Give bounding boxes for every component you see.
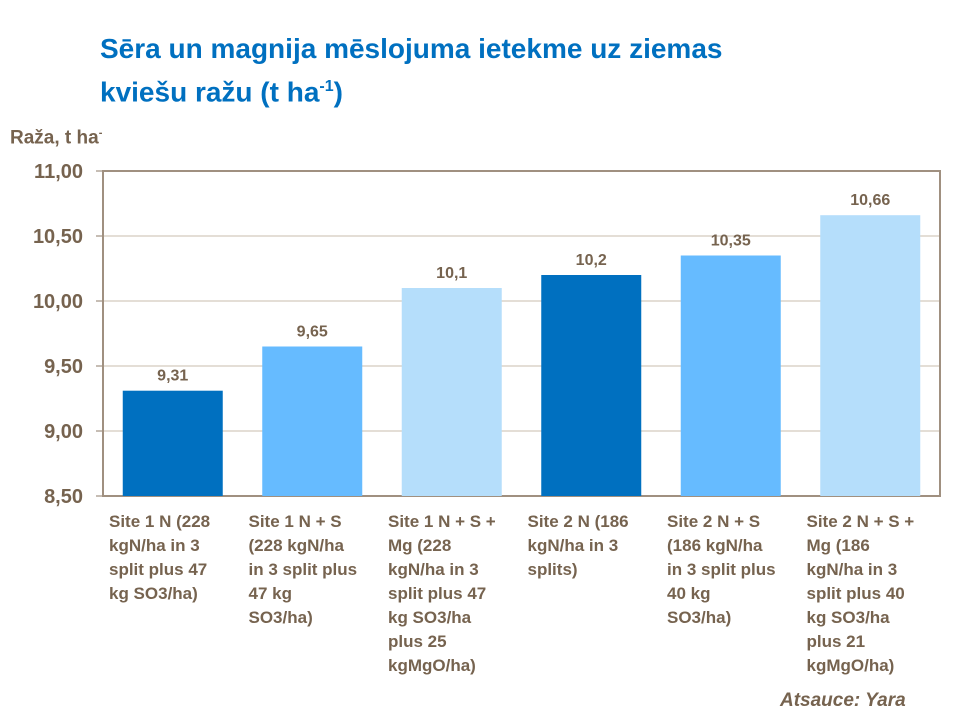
x-tick-label: SO3/ha) bbox=[249, 608, 313, 627]
source-note: Atsauce: Yara bbox=[780, 690, 906, 711]
x-tick-label: 40 kg bbox=[667, 584, 710, 603]
x-tick-label: Site 1 N + S + bbox=[388, 512, 496, 531]
chart-title: Sēra un magnija mēslojuma ietekme uz zie… bbox=[100, 30, 722, 111]
y-axis-label-text: Raža, t ha bbox=[10, 127, 99, 149]
x-tick-label: SO3/ha) bbox=[667, 608, 731, 627]
x-tick-label: kg SO3/ha) bbox=[109, 584, 198, 603]
title-text: kviešu ražu (t ha bbox=[100, 76, 320, 108]
x-tick-label: Site 2 N + S + bbox=[807, 512, 915, 531]
x-tick-label: Site 1 N (228 bbox=[109, 512, 210, 531]
x-tick-label: Site 2 N (186 bbox=[528, 512, 629, 531]
data-label: 10,66 bbox=[850, 192, 890, 209]
x-tick-label: kg SO3/ha bbox=[388, 608, 472, 627]
plot-border bbox=[102, 170, 941, 497]
x-tick-label: splits) bbox=[528, 560, 578, 579]
x-tick-label: Mg (228 bbox=[388, 536, 451, 555]
bar bbox=[401, 288, 502, 496]
x-tick-label: in 3 split plus bbox=[667, 560, 776, 579]
y-tick-label: 10,00 bbox=[33, 291, 83, 313]
y-tick-label: 11,00 bbox=[34, 161, 83, 183]
bar bbox=[122, 390, 223, 496]
y-tick-label: 8,50 bbox=[44, 486, 83, 508]
y-tick-label: 9,00 bbox=[44, 421, 83, 443]
data-label: 10,35 bbox=[711, 233, 751, 250]
x-tick-label: kgN/ha in 3 bbox=[528, 536, 619, 555]
x-tick-label: (186 kgN/ha bbox=[667, 536, 763, 555]
title-close: ) bbox=[333, 76, 343, 108]
x-tick-label: split plus 47 bbox=[388, 584, 486, 603]
y-axis-label: Raža, t ha- bbox=[10, 127, 102, 149]
x-tick-label: 47 kg bbox=[249, 584, 292, 603]
bar bbox=[541, 275, 642, 496]
x-tick-label: in 3 split plus bbox=[249, 560, 358, 579]
x-tick-label: Mg (186 bbox=[807, 536, 870, 555]
data-label: 10,1 bbox=[436, 265, 467, 282]
x-tick-label: kgN/ha in 3 bbox=[109, 536, 200, 555]
y-tick-label: 9,50 bbox=[44, 356, 83, 378]
bar bbox=[262, 346, 363, 496]
x-tick-label: kg SO3/ha bbox=[807, 608, 891, 627]
x-tick-label: kgN/ha in 3 bbox=[807, 560, 898, 579]
data-label: 9,65 bbox=[297, 324, 328, 341]
x-tick-label: split plus 40 bbox=[807, 584, 905, 603]
data-label: 9,31 bbox=[157, 368, 188, 385]
title-sup: -1 bbox=[319, 78, 334, 95]
bar bbox=[820, 215, 921, 496]
title-line-1: Sēra un magnija mēslojuma ietekme uz zie… bbox=[100, 33, 723, 64]
y-tick-label: 10,50 bbox=[33, 226, 83, 248]
x-tick-label: kgN/ha in 3 bbox=[388, 560, 479, 579]
title-line-2: kviešu ražu (t ha-1) bbox=[100, 68, 722, 111]
x-tick-label: kgMgO/ha) bbox=[807, 656, 895, 675]
bar bbox=[680, 255, 781, 496]
x-tick-label: kgMgO/ha) bbox=[388, 656, 476, 675]
y-axis-label-sup: - bbox=[98, 127, 103, 139]
x-tick-label: Site 2 N + S bbox=[667, 512, 760, 531]
x-tick-label: plus 25 bbox=[388, 632, 447, 651]
x-tick-label: split plus 47 bbox=[109, 560, 207, 579]
x-tick-label: Site 1 N + S bbox=[249, 512, 342, 531]
x-tick-label: (228 kgN/ha bbox=[249, 536, 345, 555]
data-label: 10,2 bbox=[576, 252, 607, 269]
x-tick-label: plus 21 bbox=[807, 632, 866, 651]
